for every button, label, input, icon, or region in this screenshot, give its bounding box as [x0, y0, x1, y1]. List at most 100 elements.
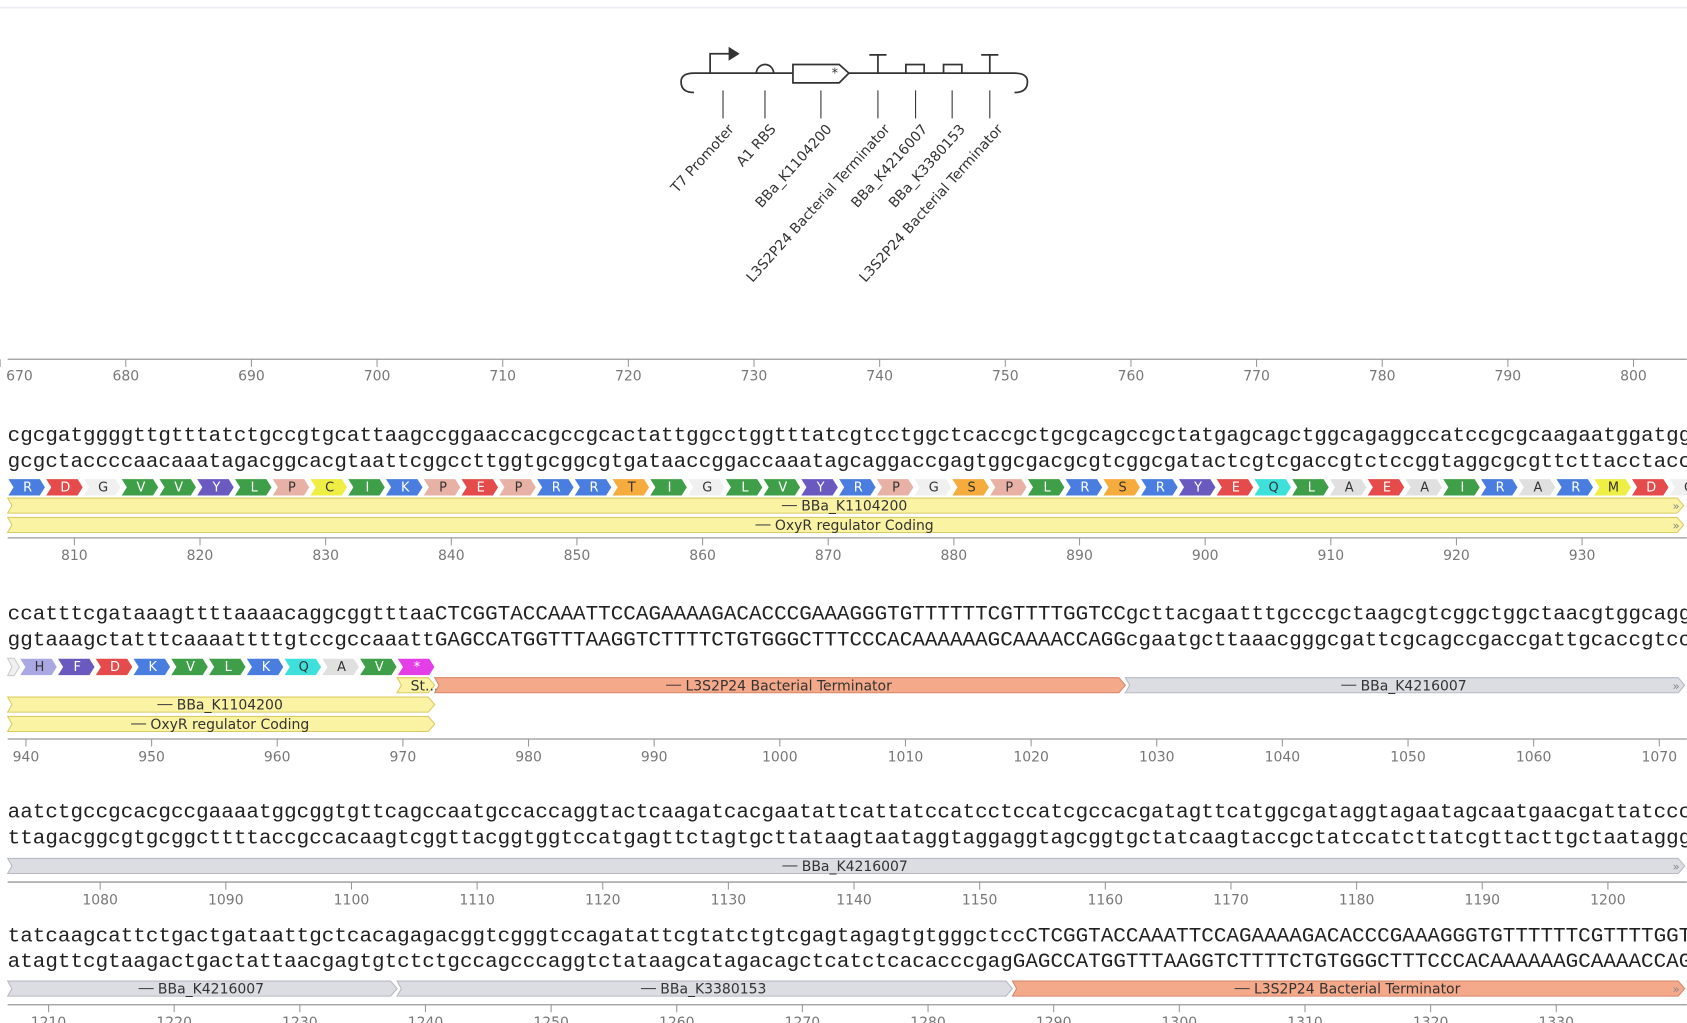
ruler-label: 800 — [1620, 368, 1647, 384]
ruler-label: 840 — [438, 548, 465, 564]
amino-acid — [535, 478, 575, 497]
amino-acid-label: R — [1571, 480, 1580, 495]
ruler-label: 870 — [815, 548, 842, 564]
amino-acid — [1441, 478, 1481, 497]
amino-acid — [82, 478, 122, 497]
dna-forward: aatctgccgcacgccgaaaatggcggtgttcagccaatgc… — [8, 802, 1687, 825]
amino-acid — [1592, 478, 1632, 497]
ruler-label: 1130 — [711, 892, 747, 908]
amino-acid — [1177, 478, 1217, 497]
annotation-label: L3S2P24 Bacterial Terminator — [685, 678, 892, 694]
amino-acid — [384, 478, 424, 497]
amino-acid-label: F — [74, 660, 81, 675]
amino-acid-label: G — [702, 480, 712, 495]
ruler-label: 940 — [13, 749, 40, 765]
annotation-label: BBa_K4216007 — [1361, 678, 1467, 694]
amino-acid-label: S — [1118, 480, 1126, 495]
dna-reverse: atagttcgtaagactgactattaacgagtgtctctgccag… — [8, 951, 1687, 974]
amino-acid-label: P — [892, 480, 900, 495]
amino-acid — [459, 478, 500, 497]
ruler-label: 780 — [1369, 368, 1396, 384]
ruler-label: 920 — [1443, 548, 1470, 564]
ruler-label: 860 — [689, 548, 716, 564]
ruler-label: 1270 — [785, 1015, 821, 1023]
amino-acid-label: A — [1534, 480, 1543, 495]
amino-acid-label: Q — [1269, 480, 1279, 495]
amino-acid-label: E — [1232, 480, 1240, 495]
amino-acid-label: G — [929, 480, 939, 495]
annotation — [6, 516, 1685, 534]
ruler-label: 1210 — [31, 1015, 67, 1023]
amino-acid — [1403, 478, 1443, 497]
amino-acid-label: G — [98, 480, 108, 495]
ruler-label: 1320 — [1413, 1015, 1449, 1023]
ruler-label: 750 — [992, 368, 1019, 384]
amino-acid-label: P — [1005, 480, 1013, 495]
ruler-label: 1230 — [282, 1015, 318, 1023]
amino-acid — [950, 478, 990, 497]
amino-acid — [308, 478, 348, 497]
amino-acid-label: R — [1156, 480, 1165, 495]
amino-acid-label: H — [35, 660, 45, 675]
ruler-label: 1260 — [659, 1015, 695, 1023]
ruler-label: 1310 — [1287, 1015, 1323, 1023]
map-label: T7 Promoter — [667, 121, 737, 197]
ruler-label: 1120 — [585, 892, 621, 908]
ruler-label: 1010 — [888, 749, 924, 765]
ruler-label: 1290 — [1036, 1015, 1072, 1023]
ruler-label: 700 — [364, 368, 391, 384]
amino-acid-label: V — [186, 660, 195, 675]
amino-acid-label: R — [590, 480, 599, 495]
ruler-label: 1190 — [1464, 892, 1500, 908]
amino-acid-label: * — [414, 660, 421, 675]
dna-reverse: ttagacggcgtgcggcttttaccgccacaagtcggttacg… — [8, 827, 1687, 850]
amino-acid — [44, 478, 84, 497]
amino-acid — [1554, 478, 1594, 497]
amino-acid-label: K — [148, 660, 157, 675]
ruler-label: 730 — [741, 368, 768, 384]
amino-acid-label: A — [1420, 480, 1429, 495]
amino-acid — [913, 478, 953, 497]
ruler-label: 1160 — [1088, 892, 1124, 908]
amino-acid — [1630, 478, 1670, 497]
ruler-label: 990 — [641, 749, 668, 765]
amino-acid — [120, 478, 160, 497]
amino-acid — [283, 657, 323, 676]
amino-acid-label: I — [366, 480, 370, 495]
ruler-label: 1280 — [910, 1015, 946, 1023]
ruler-label: 1090 — [208, 892, 244, 908]
amino-acid — [18, 657, 58, 676]
amino-acid — [346, 478, 386, 497]
ruler-label: 1040 — [1265, 749, 1301, 765]
ruler-label: 1150 — [962, 892, 998, 908]
annotation-label: BBa_K4216007 — [158, 982, 264, 998]
amino-acid — [1668, 478, 1687, 497]
ruler-label: 930 — [1569, 548, 1596, 564]
annotation-label: BBa_K1104200 — [801, 499, 907, 515]
amino-acid-label: L — [1043, 480, 1051, 495]
ruler-label: 910 — [1317, 548, 1344, 564]
aa-partial — [6, 657, 21, 677]
amino-acid — [56, 657, 96, 676]
ruler-label: 1100 — [334, 892, 370, 908]
amino-acid-label: L — [1308, 480, 1316, 495]
ruler-label: 970 — [390, 749, 417, 765]
amino-acid-label: R — [1080, 480, 1089, 495]
annotation-label: OxyR regulator Coding — [150, 717, 309, 733]
ruler-label: 680 — [112, 368, 139, 384]
amino-acid — [358, 657, 398, 676]
ruler-label: 960 — [264, 749, 291, 765]
amino-acid-label: V — [375, 660, 384, 675]
amino-acid-label: C — [325, 480, 334, 495]
ruler-label: 890 — [1066, 548, 1093, 564]
amino-acid — [1366, 478, 1406, 497]
overflow-arrow: » — [1672, 860, 1679, 874]
amino-acid — [497, 478, 537, 497]
amino-acid-label: M — [1608, 480, 1619, 495]
amino-acid — [573, 478, 613, 497]
amino-acid — [422, 478, 462, 497]
amino-acid-label: I — [668, 480, 672, 495]
amino-acid-label: V — [174, 480, 183, 495]
